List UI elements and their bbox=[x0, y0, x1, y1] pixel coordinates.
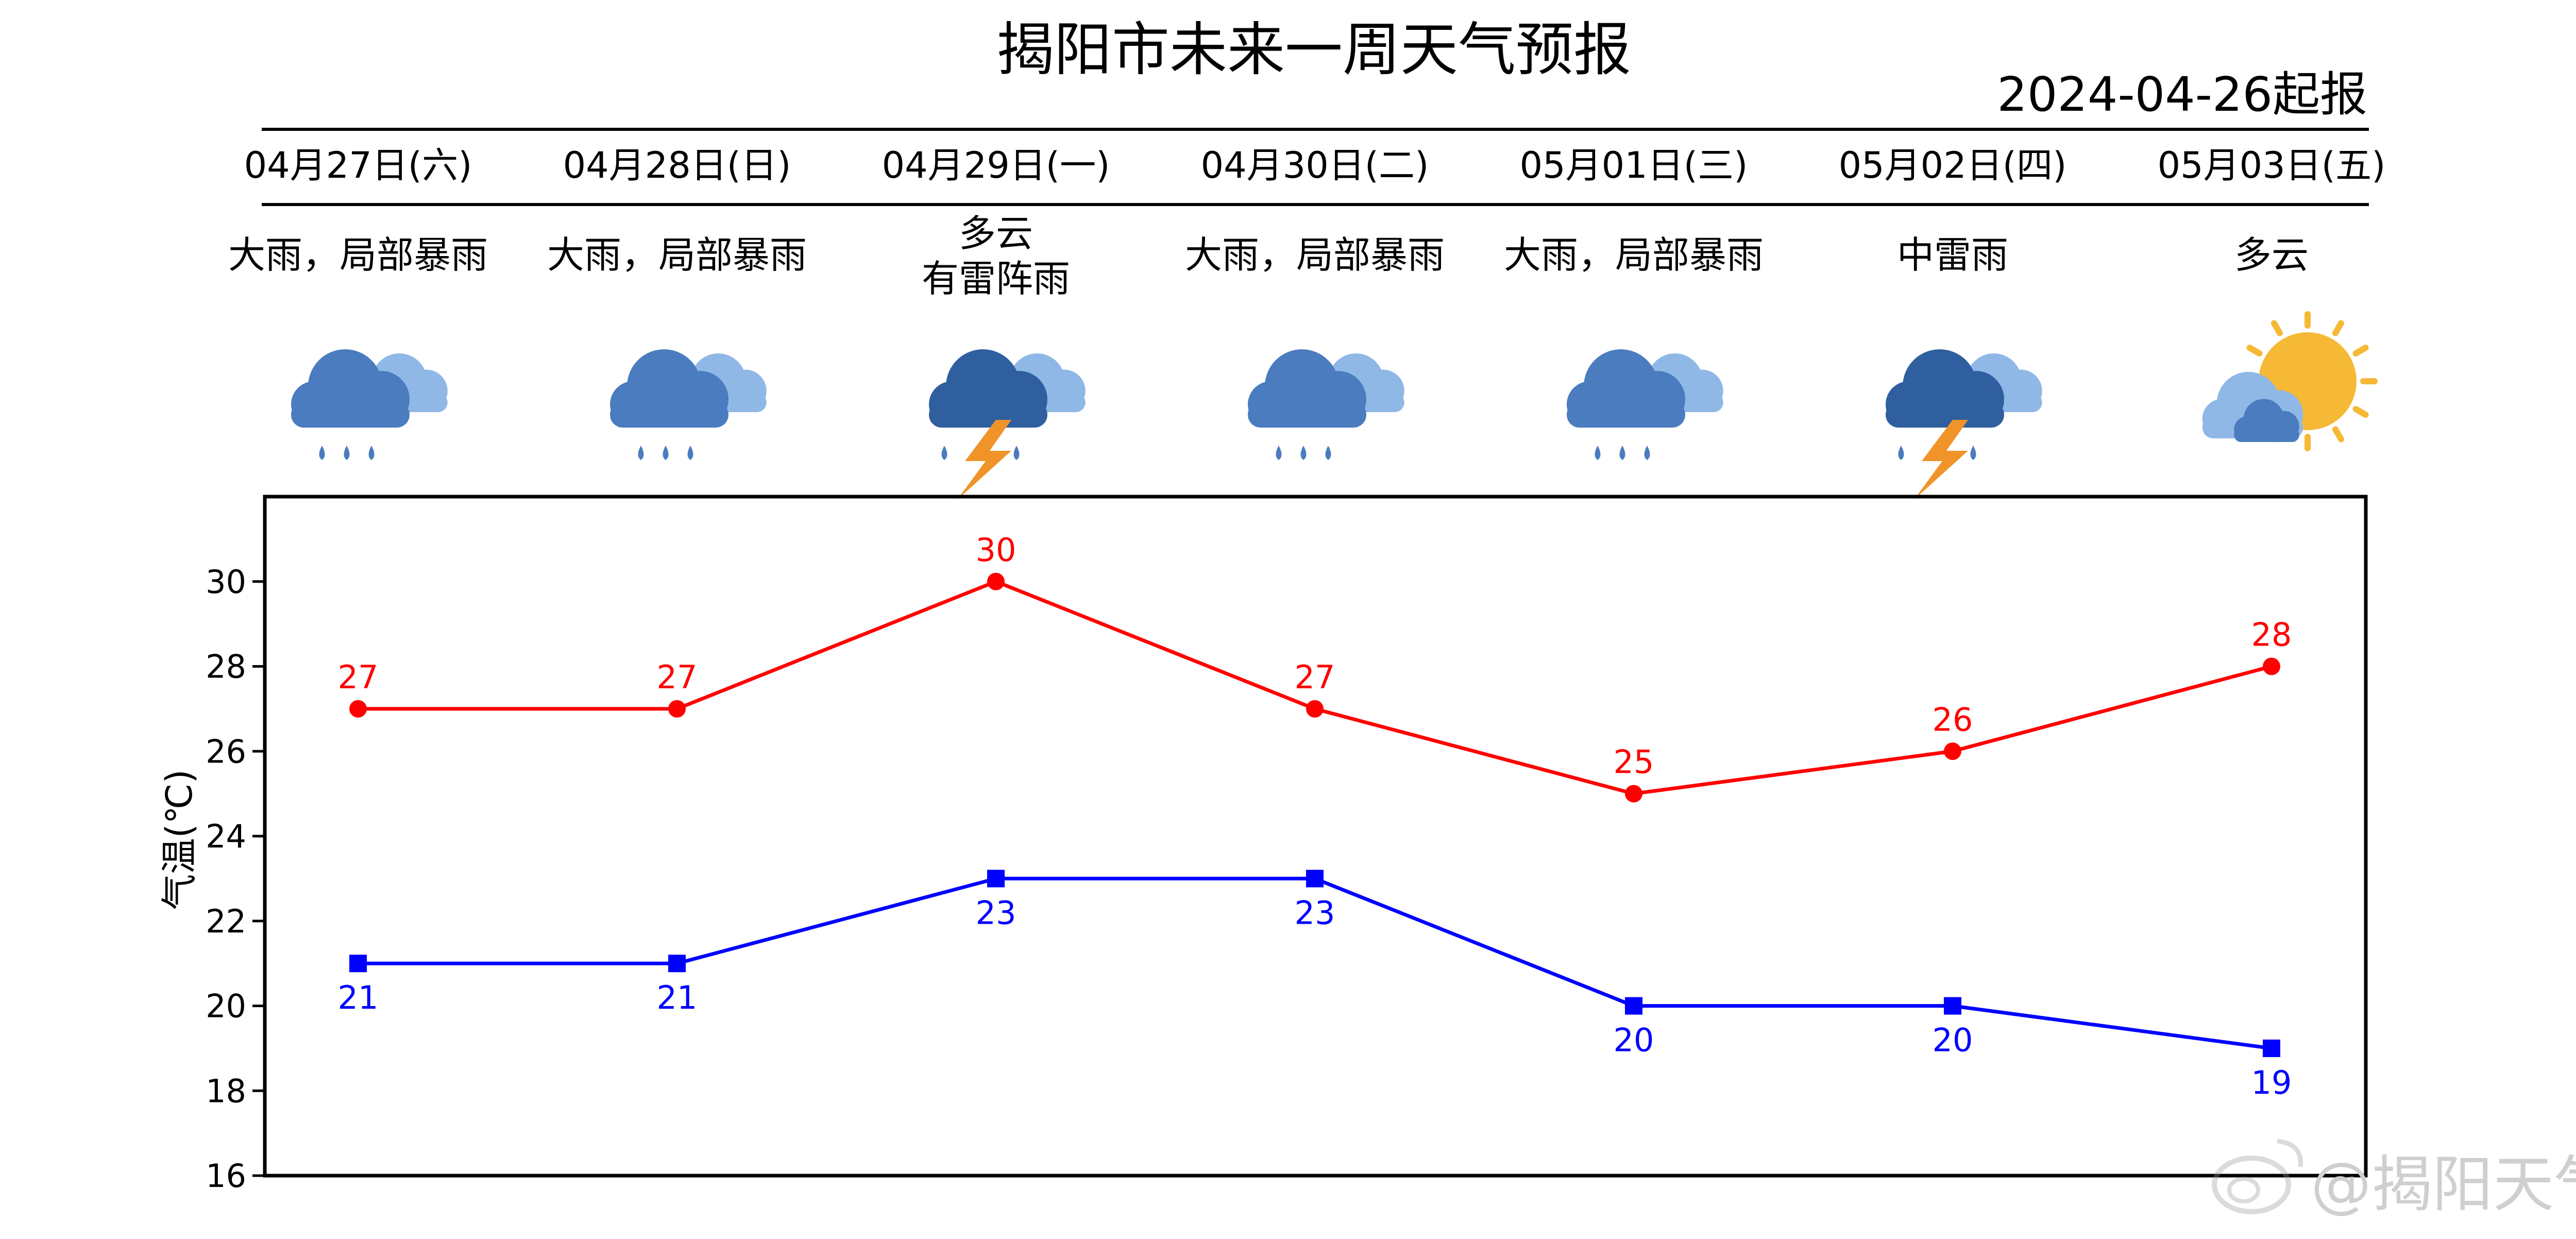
day-date: 05月03日(五) bbox=[2158, 144, 2386, 186]
low-temp-label: 19 bbox=[2251, 1064, 2292, 1101]
high-temp-point bbox=[349, 700, 367, 718]
low-temp-label: 23 bbox=[976, 894, 1016, 931]
high-temp-point bbox=[668, 700, 686, 718]
issue-date: 2024-04-26起报 bbox=[1997, 67, 2367, 122]
y-tick-label: 20 bbox=[206, 988, 246, 1025]
watermark-text: @揭阳天气 bbox=[2311, 1149, 2576, 1220]
high-temp-point bbox=[1944, 742, 1961, 760]
high-temp-label: 27 bbox=[338, 658, 379, 696]
day-weather-text: 大雨，局部暴雨 bbox=[1185, 233, 1445, 277]
heavy-rain-icon bbox=[1567, 349, 1723, 460]
high-temp-point bbox=[1625, 785, 1642, 803]
low-temp-label: 21 bbox=[657, 979, 698, 1016]
low-temp-point bbox=[2263, 1039, 2280, 1057]
low-temp-point bbox=[668, 955, 686, 973]
day-weather-text: 大雨，局部暴雨 bbox=[228, 233, 488, 277]
high-temp-label: 25 bbox=[1614, 743, 1654, 781]
heavy-rain-icon bbox=[1248, 349, 1404, 460]
low-temp-label: 21 bbox=[338, 979, 379, 1016]
y-tick-label: 30 bbox=[206, 563, 246, 601]
day-weather-text: 大雨，局部暴雨 bbox=[547, 233, 807, 277]
y-tick-label: 22 bbox=[206, 903, 246, 940]
high-temp-label: 30 bbox=[976, 531, 1016, 569]
day-weather-text: 多云 bbox=[2234, 233, 2309, 277]
plot-frame bbox=[263, 495, 2368, 1178]
y-tick-label: 16 bbox=[206, 1157, 246, 1195]
page-title: 揭阳市未来一周天气预报 bbox=[996, 16, 1631, 83]
y-tick-label: 28 bbox=[206, 648, 246, 686]
partly-cloudy-icon bbox=[2202, 311, 2378, 451]
day-date: 04月28日(日) bbox=[563, 144, 791, 186]
day-headers: 04月27日(六) 大雨，局部暴雨 04月28日(日) 大雨，局部暴雨 04月29日(一… bbox=[228, 144, 2385, 300]
heavy-rain-icon bbox=[291, 349, 448, 460]
day-weather-text: 中雷雨 bbox=[1897, 233, 2008, 277]
y-axis-label: 气温(℃) bbox=[158, 769, 200, 910]
heavy-rain-icon bbox=[610, 349, 767, 460]
weibo-logo-icon bbox=[2212, 1139, 2303, 1214]
low-temp-point bbox=[1625, 997, 1642, 1015]
day-date: 05月01日(三) bbox=[1520, 144, 1748, 186]
high-temp-point bbox=[1306, 700, 1324, 718]
day-date: 05月02日(四) bbox=[1839, 144, 2067, 186]
low-temp-label: 20 bbox=[1614, 1022, 1654, 1059]
low-temp-point bbox=[349, 955, 367, 973]
low-temp-label: 20 bbox=[1933, 1022, 1973, 1059]
thunderstorm-icon bbox=[1886, 349, 2042, 500]
high-temp-label: 28 bbox=[2251, 616, 2292, 654]
weather-icons bbox=[291, 311, 2378, 500]
low-temp-label: 23 bbox=[1295, 894, 1335, 931]
y-tick-label: 24 bbox=[206, 818, 246, 855]
high-temp-point bbox=[2263, 657, 2280, 675]
day-date: 04月27日(六) bbox=[244, 144, 472, 186]
watermark: @揭阳天气 bbox=[2212, 1139, 2576, 1220]
high-temp-point bbox=[987, 572, 1005, 590]
low-temp-point bbox=[1306, 870, 1324, 888]
low-temp-point bbox=[987, 870, 1005, 888]
high-temp-label: 27 bbox=[1295, 658, 1335, 696]
thunderstorm-icon bbox=[929, 349, 1086, 500]
day-weather-text: 有雷阵雨 bbox=[922, 257, 1070, 300]
y-axis: 16 18 20 22 24 26 28 30 bbox=[206, 563, 265, 1195]
day-weather-text: 大雨，局部暴雨 bbox=[1504, 233, 1764, 277]
high-temp-label: 26 bbox=[1933, 701, 1973, 738]
high-temp-label: 27 bbox=[657, 658, 698, 696]
y-tick-label: 18 bbox=[206, 1072, 246, 1110]
temperature-series: 27 27 30 27 25 26 28 21 21 23 23 20 20 19 bbox=[338, 531, 2292, 1101]
day-weather-text: 多云 bbox=[959, 212, 1033, 255]
low-temp-point bbox=[1944, 997, 1961, 1015]
day-date: 04月30日(二) bbox=[1201, 144, 1429, 186]
y-tick-label: 26 bbox=[206, 733, 246, 770]
day-date: 04月29日(一) bbox=[882, 144, 1110, 186]
